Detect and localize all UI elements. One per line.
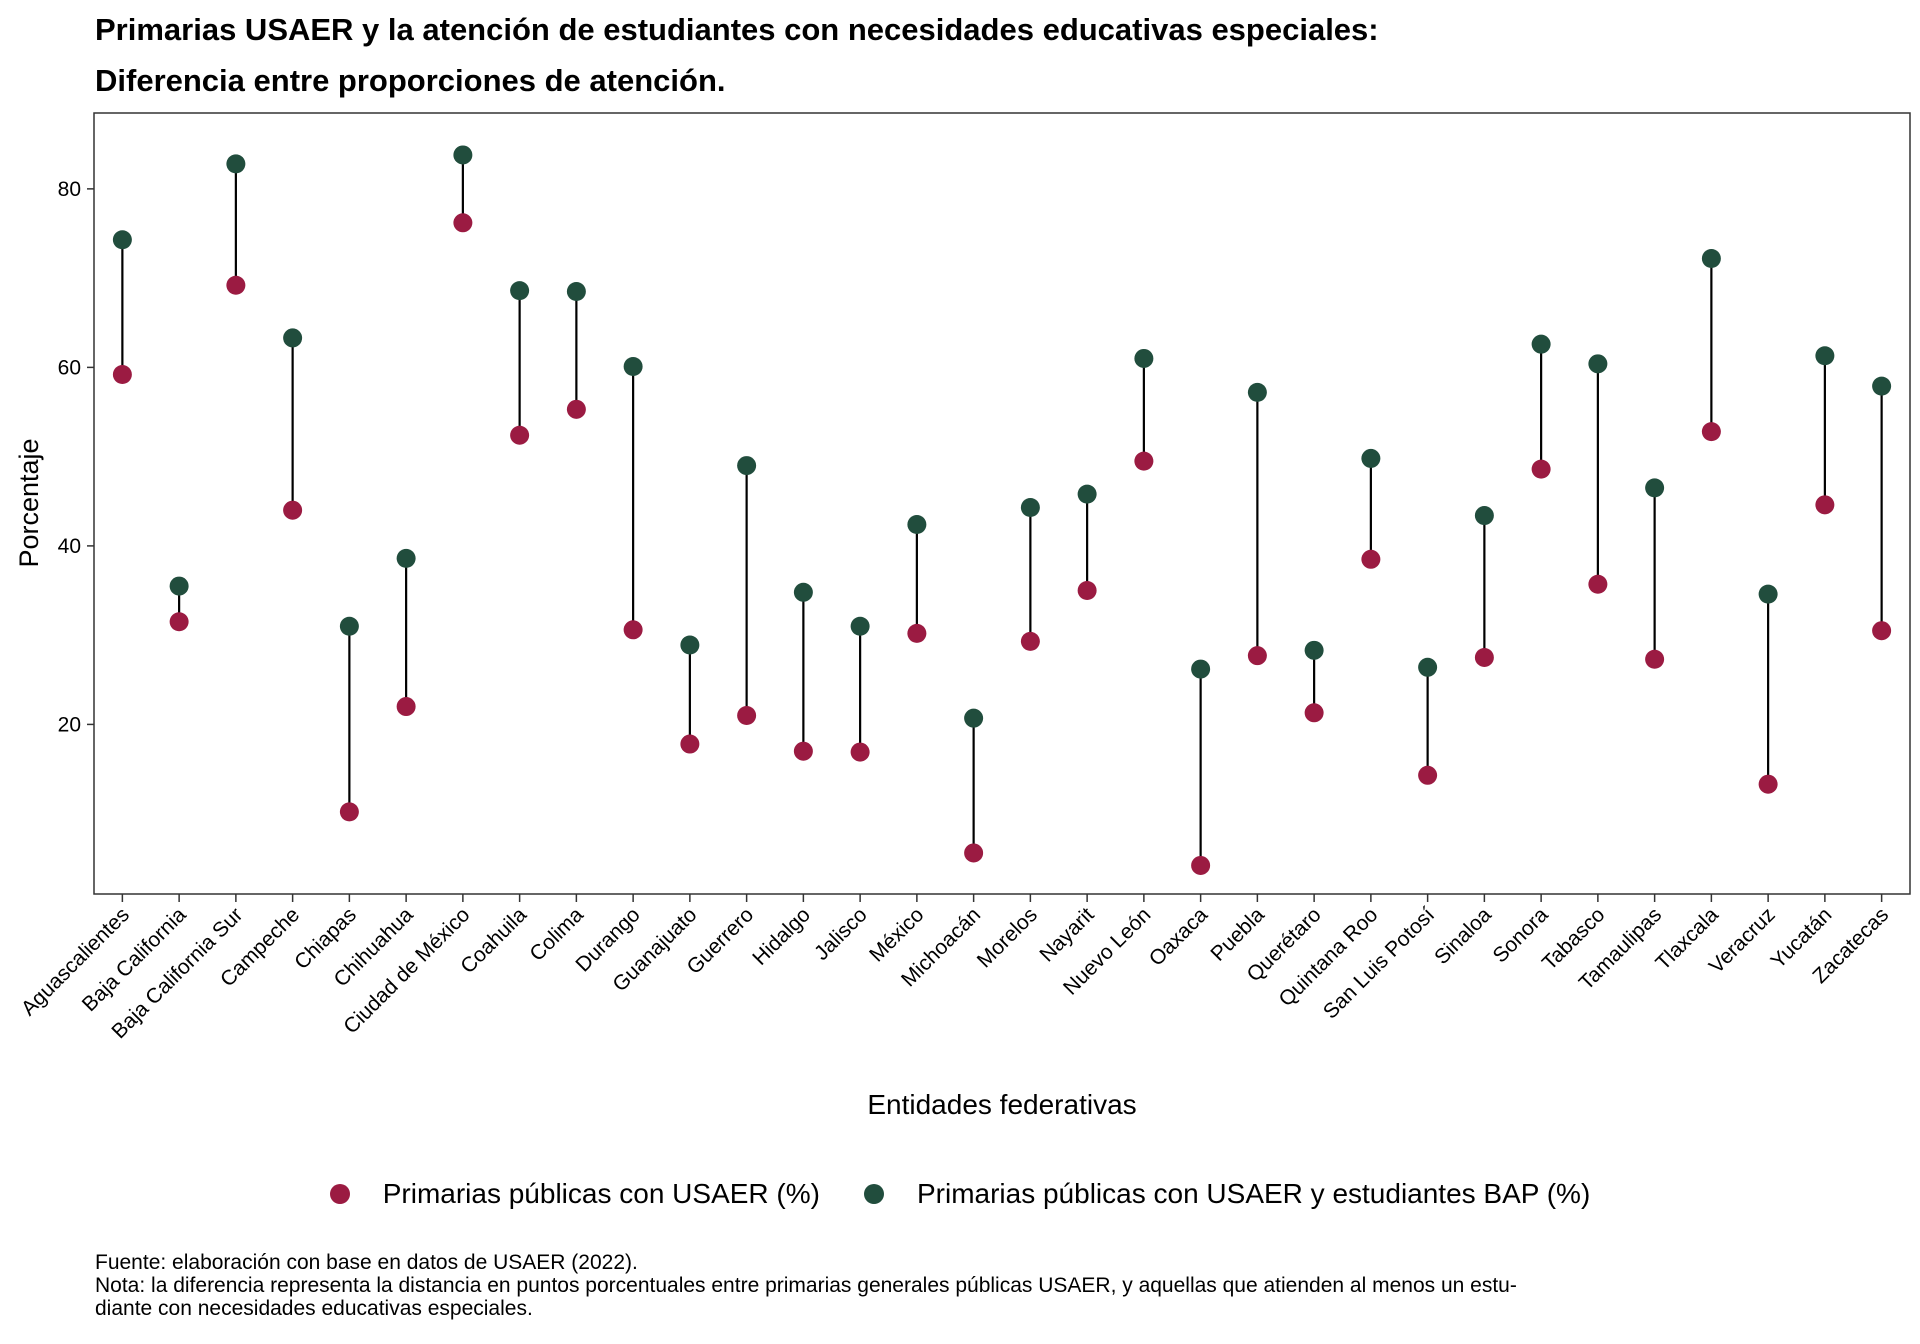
point-bap-nuevo-leon xyxy=(1134,348,1154,368)
footer: Fuente: elaboración con base en datos de… xyxy=(95,1251,1910,1320)
point-usaer-nayarit xyxy=(1077,581,1097,601)
point-bap-aguascalientes xyxy=(112,230,132,250)
point-usaer-zacatecas xyxy=(1872,621,1892,641)
point-usaer-guerrero xyxy=(737,705,757,725)
y-tick-label-40: 40 xyxy=(58,535,81,558)
legend-item-usaer: Primarias públicas con USAER (%) xyxy=(329,1178,820,1210)
point-bap-morelos xyxy=(1020,498,1040,518)
point-bap-puebla xyxy=(1247,382,1267,402)
point-usaer-tamaulipas xyxy=(1645,649,1665,669)
legend-label-usaer: Primarias públicas con USAER (%) xyxy=(382,1178,820,1209)
x-tick-label-quintana-roo: Quintana Roo xyxy=(1275,903,1383,1011)
point-usaer-colima xyxy=(566,399,586,419)
point-bap-durango xyxy=(623,356,643,376)
point-bap-baja-california-sur xyxy=(226,154,246,174)
chart-title-line-2: Diferencia entre proporciones de atenció… xyxy=(95,63,726,98)
point-usaer-sonora xyxy=(1531,459,1551,479)
point-usaer-puebla xyxy=(1247,646,1267,666)
point-bap-jalisco xyxy=(850,616,870,636)
point-usaer-michoacan xyxy=(964,843,984,863)
point-usaer-hidalgo xyxy=(793,741,813,761)
point-usaer-jalisco xyxy=(850,742,870,762)
y-tick-label-80: 80 xyxy=(58,178,81,201)
point-usaer-yucatan xyxy=(1815,495,1835,515)
point-bap-chihuahua xyxy=(396,548,416,568)
y-axis-title: Porcentaje xyxy=(14,438,44,567)
point-bap-tlaxcala xyxy=(1701,248,1721,268)
point-usaer-campeche xyxy=(283,500,303,520)
y-tick-label-20: 20 xyxy=(58,713,81,736)
point-usaer-oaxaca xyxy=(1191,855,1211,875)
point-usaer-mexico xyxy=(907,623,927,643)
x-tick-label-jalisco: Jalisco xyxy=(810,903,872,965)
point-bap-colima xyxy=(566,282,586,302)
point-usaer-baja-california-sur xyxy=(226,275,246,295)
point-bap-michoacan xyxy=(964,708,984,728)
point-bap-oaxaca xyxy=(1191,659,1211,679)
y-tick-label-60: 60 xyxy=(58,356,81,379)
point-bap-san-luis-potosi xyxy=(1418,657,1438,677)
note-line-2: diante con necesidades educativas especi… xyxy=(95,1297,533,1320)
point-usaer-durango xyxy=(623,620,643,640)
point-usaer-chihuahua xyxy=(396,697,416,717)
point-usaer-san-luis-potosi xyxy=(1418,765,1438,785)
x-tick-label-morelos: Morelos xyxy=(973,903,1042,972)
point-usaer-ciudad-de-mexico xyxy=(453,213,473,233)
point-bap-ciudad-de-mexico xyxy=(453,145,473,165)
legend-swatch-bap xyxy=(863,1184,884,1204)
source-note: Fuente: elaboración con base en datos de… xyxy=(95,1251,638,1274)
point-bap-zacatecas xyxy=(1872,376,1892,396)
legend-swatch-usaer xyxy=(329,1184,350,1204)
point-bap-yucatan xyxy=(1815,346,1835,366)
point-bap-mexico xyxy=(907,514,927,534)
point-bap-veracruz xyxy=(1758,584,1778,604)
note-line-1: Nota: la diferencia representa la distan… xyxy=(95,1274,1517,1297)
point-bap-hidalgo xyxy=(793,582,813,602)
chart-title-line-1: Primarias USAER y la atención de estudia… xyxy=(95,12,1379,47)
legend-item-bap: Primarias públicas con USAER y estudiant… xyxy=(863,1178,1591,1210)
point-usaer-quintana-roo xyxy=(1361,549,1381,569)
point-bap-chiapas xyxy=(339,616,359,636)
point-usaer-veracruz xyxy=(1758,774,1778,794)
point-usaer-chiapas xyxy=(339,802,359,822)
point-bap-sonora xyxy=(1531,334,1551,354)
point-bap-guerrero xyxy=(737,456,757,476)
point-usaer-sinaloa xyxy=(1474,647,1494,667)
point-usaer-aguascalientes xyxy=(112,365,132,385)
point-bap-campeche xyxy=(283,328,303,348)
point-usaer-queretaro xyxy=(1304,703,1324,723)
legend: Primarias públicas con USAER (%) Primari… xyxy=(0,1178,1920,1210)
point-usaer-guanajuato xyxy=(680,734,700,754)
point-bap-tabasco xyxy=(1588,354,1608,374)
legend-label-bap: Primarias públicas con USAER y estudiant… xyxy=(916,1178,1591,1209)
point-usaer-tlaxcala xyxy=(1701,422,1721,442)
point-usaer-nuevo-leon xyxy=(1134,451,1154,471)
plot-panel xyxy=(93,112,1911,895)
point-bap-tamaulipas xyxy=(1645,478,1665,498)
point-bap-sinaloa xyxy=(1474,506,1494,526)
point-usaer-coahuila xyxy=(510,425,530,445)
x-axis-title: Entidades federativas xyxy=(867,1089,1136,1120)
point-usaer-baja-california xyxy=(169,612,189,632)
point-usaer-tabasco xyxy=(1588,574,1608,594)
x-tick-label-oaxaca: Oaxaca xyxy=(1145,903,1213,971)
point-usaer-morelos xyxy=(1020,631,1040,651)
point-bap-baja-california xyxy=(169,576,189,596)
x-tick-label-hidalgo: Hidalgo xyxy=(748,903,815,970)
x-tick-label-sinaloa: Sinaloa xyxy=(1430,903,1496,969)
point-bap-nayarit xyxy=(1077,484,1097,504)
point-bap-queretaro xyxy=(1304,640,1324,660)
point-bap-coahuila xyxy=(510,281,530,301)
point-bap-guanajuato xyxy=(680,635,700,655)
point-bap-quintana-roo xyxy=(1361,448,1381,468)
